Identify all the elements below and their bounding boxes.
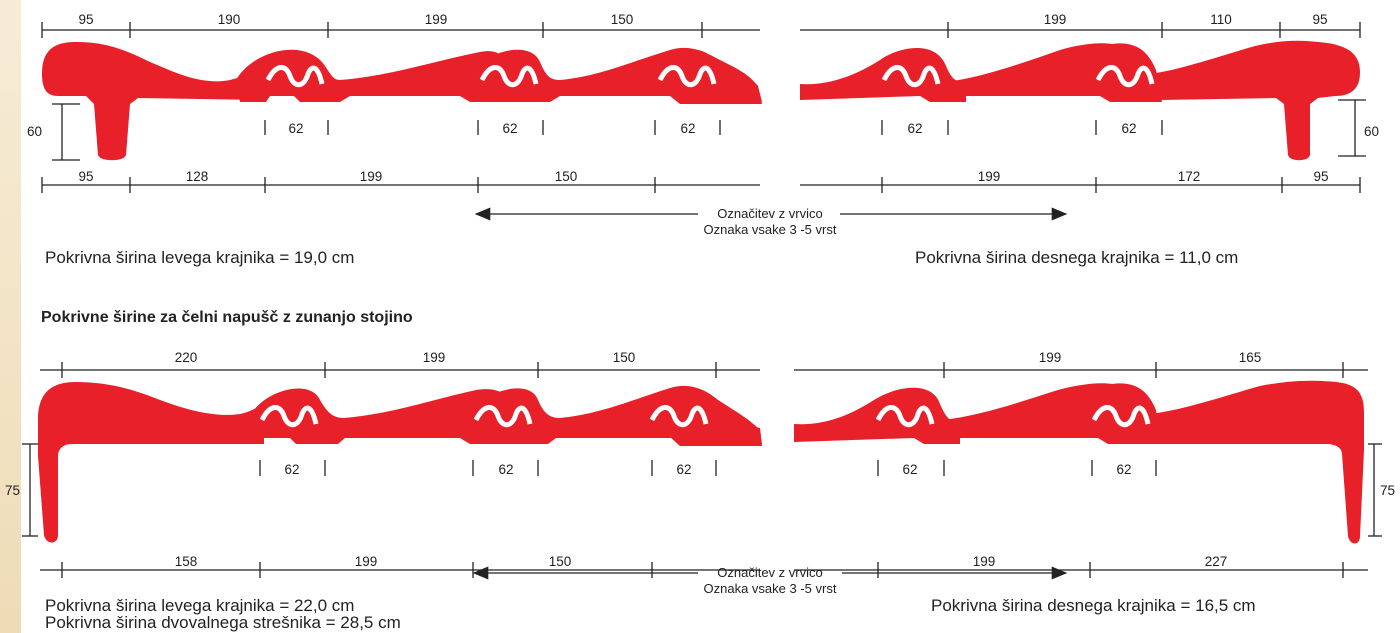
- marking-label: Označitev z vrvico: [717, 206, 822, 221]
- overlap-label: 62: [502, 121, 517, 136]
- dim-label: 199: [423, 350, 446, 365]
- interlock-grooves: [265, 65, 717, 88]
- dim-label: 199: [355, 554, 378, 569]
- top-left-assembly: [42, 42, 762, 161]
- dim-label: 165: [1239, 350, 1262, 365]
- roof-tile-wave-1: [236, 49, 520, 102]
- overlap-label: 62: [288, 121, 303, 136]
- bottom-interlock-grooves: [259, 405, 709, 428]
- dim-label: 158: [175, 554, 198, 569]
- overlap-label: 62: [907, 121, 922, 136]
- left-verge-tile-shape: [42, 42, 266, 161]
- height-label: 75: [1380, 483, 1395, 498]
- bottom-right-roof-tile-1: [794, 387, 960, 444]
- right-interlock-grooves: [881, 65, 1155, 88]
- overlap-label: 62: [680, 121, 695, 136]
- bottom-right-tile-profile: [794, 380, 1364, 544]
- dim-label: 199: [360, 169, 383, 184]
- bottom-right-assembly: [794, 380, 1364, 544]
- bottom-right-interlock-groove-2: [1091, 405, 1151, 428]
- interlock-groove-2: [479, 65, 539, 88]
- top-right-tile-profile: [800, 40, 1360, 161]
- interlock-groove-3: [657, 65, 717, 88]
- marking-sublabel: Oznaka vsake 3 -5 vrst: [704, 581, 837, 596]
- dim-label: 199: [425, 12, 448, 27]
- outer-fascia-right-verge-tile: [1150, 380, 1364, 544]
- outer-fascia-verge-tile: [38, 382, 264, 543]
- marking-sublabel: Oznaka vsake 3 -5 vrst: [704, 222, 837, 237]
- right-roof-tile-1: [800, 48, 966, 102]
- top-dimension-labels: 95 190 199 150 95 128 199 150 62 62 62 6…: [27, 12, 1379, 184]
- overlap-label: 62: [676, 462, 691, 477]
- height-label: 60: [1364, 124, 1379, 139]
- height-label: 75: [5, 483, 20, 498]
- bottom-left-tile-profile: [38, 382, 762, 543]
- dim-label: 199: [1044, 12, 1067, 27]
- dim-label: 172: [1178, 169, 1201, 184]
- dim-label: 95: [1312, 12, 1327, 27]
- bottom-interlock-groove-1: [259, 405, 319, 428]
- marking-label: Označitev z vrvico: [717, 565, 822, 580]
- bottom-dimension-labels: 220 199 150 158 199 150 62 62 62 75 199 …: [5, 350, 1395, 569]
- section-heading: Pokrivne širine za čelni napušč z zunanj…: [41, 309, 413, 326]
- overlap-label: 62: [498, 462, 513, 477]
- overlap-label: 62: [284, 462, 299, 477]
- bottom-marking-arrow: Označitev z vrvico Oznaka vsake 3 -5 vrs…: [472, 565, 1068, 596]
- bottom-right-interlock-grooves: [875, 405, 1151, 428]
- dim-label: 199: [1039, 350, 1062, 365]
- bottom-dimension-lines: [22, 362, 1382, 578]
- bottom-left-caption: Pokrivna širina levega krajnika = 22,0 c…: [45, 596, 355, 615]
- bottom-interlock-groove-3: [649, 405, 709, 428]
- right-interlock-groove-1: [881, 65, 941, 88]
- top-left-tile-profile: [42, 42, 762, 161]
- bottom-left-assembly: [38, 382, 762, 543]
- dim-label: 150: [613, 350, 636, 365]
- bottom-right-caption: Pokrivna širina desnega krajnika = 16,5 …: [931, 596, 1256, 615]
- dim-label: 95: [1313, 169, 1328, 184]
- dim-label: 227: [1205, 554, 1228, 569]
- dim-label: 110: [1210, 12, 1232, 27]
- dim-label: 199: [978, 169, 1001, 184]
- overlap-label: 62: [1121, 121, 1136, 136]
- bottom-roof-tile-wave-1: [250, 388, 520, 444]
- dim-label: 150: [555, 169, 578, 184]
- dim-label: 95: [78, 169, 93, 184]
- top-left-caption: Pokrivna širina levega krajnika = 19,0 c…: [45, 248, 355, 267]
- height-label: 60: [27, 124, 42, 139]
- bottom-left-caption-2: Pokrivna širina dvovalnega strešnika = 2…: [45, 613, 401, 632]
- overlap-label: 62: [1116, 462, 1131, 477]
- bottom-interlock-groove-2: [473, 405, 533, 428]
- bottom-right-roof-tile-2: [942, 383, 1160, 444]
- bottom-right-interlock-groove-1: [875, 405, 935, 428]
- right-roof-tile-2: [946, 43, 1162, 102]
- dim-label: 128: [186, 169, 209, 184]
- dim-label: 199: [973, 554, 996, 569]
- dim-label: 220: [175, 350, 198, 365]
- dim-label: 95: [78, 12, 93, 27]
- background-stripe: [0, 0, 21, 633]
- dim-label: 150: [611, 12, 634, 27]
- right-verge-tile: [1150, 40, 1360, 161]
- dim-label: 150: [549, 554, 572, 569]
- top-right-assembly: [800, 40, 1360, 161]
- bottom-roof-tile-wave-3: [640, 388, 762, 446]
- top-marking-arrow: Označitev z vrvico Oznaka vsake 3 -5 vrs…: [474, 206, 1068, 237]
- overlap-label: 62: [902, 462, 917, 477]
- top-dimension-lines: [41, 22, 1366, 193]
- interlock-groove-1: [265, 65, 325, 88]
- top-right-caption: Pokrivna širina desnega krajnika = 11,0 …: [915, 248, 1239, 267]
- right-interlock-groove-2: [1095, 65, 1155, 88]
- dim-label: 190: [218, 12, 241, 27]
